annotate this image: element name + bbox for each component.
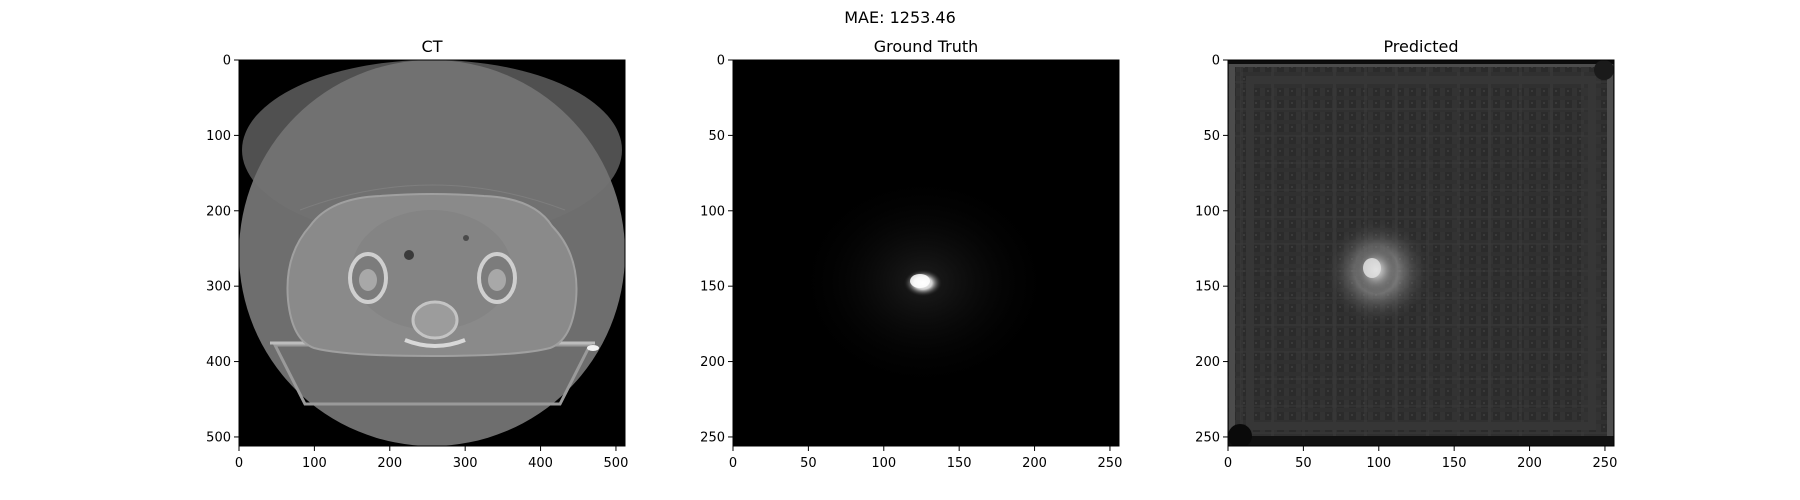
ct-sacrum (404, 338, 466, 348)
ct-image (239, 60, 625, 446)
predicted-corner-tr (1594, 60, 1614, 80)
ct-gas-1 (404, 250, 414, 260)
ground-truth-title: Ground Truth (874, 37, 979, 56)
ground-truth-axes: 0 50 100 150 200 250 0 50 100 150 200 250 (700, 54, 1122, 472)
predicted-ytick-label: 100 (1195, 204, 1220, 219)
ground-truth-panel: Ground Truth 0 50 100 150 200 250 0 50 100 150 200… (700, 37, 1122, 471)
predicted-hotspot-core (1363, 258, 1381, 278)
ct-ytick-label: 500 (206, 430, 231, 445)
predicted-xtick-label: 100 (1366, 456, 1391, 471)
ct-panel: CT (206, 37, 628, 471)
ct-xtick-label: 400 (528, 456, 553, 471)
ground-truth-image (733, 60, 1119, 446)
predicted-ytick-label: 150 (1195, 280, 1220, 295)
ct-air-gradient (242, 60, 622, 240)
figure-suptitle: MAE: 1253.46 (844, 8, 956, 27)
ground-truth-xtick-label: 100 (871, 456, 896, 471)
predicted-ytick-label: 50 (1203, 129, 1220, 144)
ct-xtick-label: 200 (377, 456, 402, 471)
ct-marker (587, 345, 599, 351)
ground-truth-ytick-label: 150 (700, 280, 725, 295)
predicted-ytick-label: 200 (1195, 355, 1220, 370)
predicted-xtick-label: 0 (1224, 456, 1232, 471)
ct-left-iliac (348, 252, 388, 304)
ground-truth-ytick-label: 100 (700, 204, 725, 219)
predicted-axes: 0 50 100 150 200 250 0 50 100 150 200 250 (1195, 54, 1617, 472)
ct-xtick-label: 300 (453, 456, 478, 471)
predicted-bottom-edge (1228, 436, 1614, 446)
ct-abdomen (352, 210, 512, 330)
ct-ytick-label: 400 (206, 355, 231, 370)
predicted-corner-bl (1228, 424, 1252, 446)
ct-ytick-label: 300 (206, 280, 231, 295)
predicted-ytick-label: 250 (1195, 430, 1220, 445)
predicted-image (1228, 60, 1614, 446)
predicted-xtick-label: 150 (1442, 456, 1467, 471)
predicted-xtick-label: 50 (1295, 456, 1312, 471)
ct-title: CT (422, 37, 443, 56)
ground-truth-ytick-label: 50 (708, 129, 725, 144)
ct-xtick-label: 100 (302, 456, 327, 471)
ct-ytick-label: 0 (223, 54, 231, 69)
predicted-top-edge (1228, 60, 1614, 64)
ground-truth-frame (732, 59, 1120, 447)
ground-truth-ytick-label: 0 (717, 54, 725, 69)
predicted-xtick-label: 250 (1593, 456, 1618, 471)
ground-truth-xtick-label: 0 (729, 456, 737, 471)
ground-truth-ytick-label: 200 (700, 355, 725, 370)
ct-ytick-label: 100 (206, 129, 231, 144)
ct-ytick-label: 200 (206, 204, 231, 219)
predicted-ytick-label: 0 (1212, 54, 1220, 69)
ct-frame (238, 59, 626, 447)
ct-gas-2 (463, 235, 469, 241)
ct-axes: 0 100 200 300 400 500 0 100 200 300 400 500 (206, 54, 628, 472)
ground-truth-xtick-label: 200 (1022, 456, 1047, 471)
predicted-inner-band (1246, 76, 1596, 430)
ct-spine (411, 300, 459, 340)
ct-xtick-label: 500 (604, 456, 629, 471)
predicted-panel: Predicted 0 50 100 150 200 250 0 50 100 150 200 250 (1195, 37, 1617, 471)
ct-right-iliac (477, 252, 517, 304)
predicted-title: Predicted (1383, 37, 1458, 56)
ground-truth-xtick-label: 50 (800, 456, 817, 471)
ground-truth-ytick-label: 250 (700, 430, 725, 445)
predicted-frame (1227, 59, 1615, 447)
ct-xtick-label: 0 (235, 456, 243, 471)
predicted-xtick-label: 200 (1517, 456, 1542, 471)
ground-truth-xtick-label: 150 (947, 456, 972, 471)
ground-truth-xtick-label: 250 (1098, 456, 1123, 471)
ct-skin-line (299, 184, 566, 211)
ground-truth-hotspot-core (910, 274, 930, 288)
